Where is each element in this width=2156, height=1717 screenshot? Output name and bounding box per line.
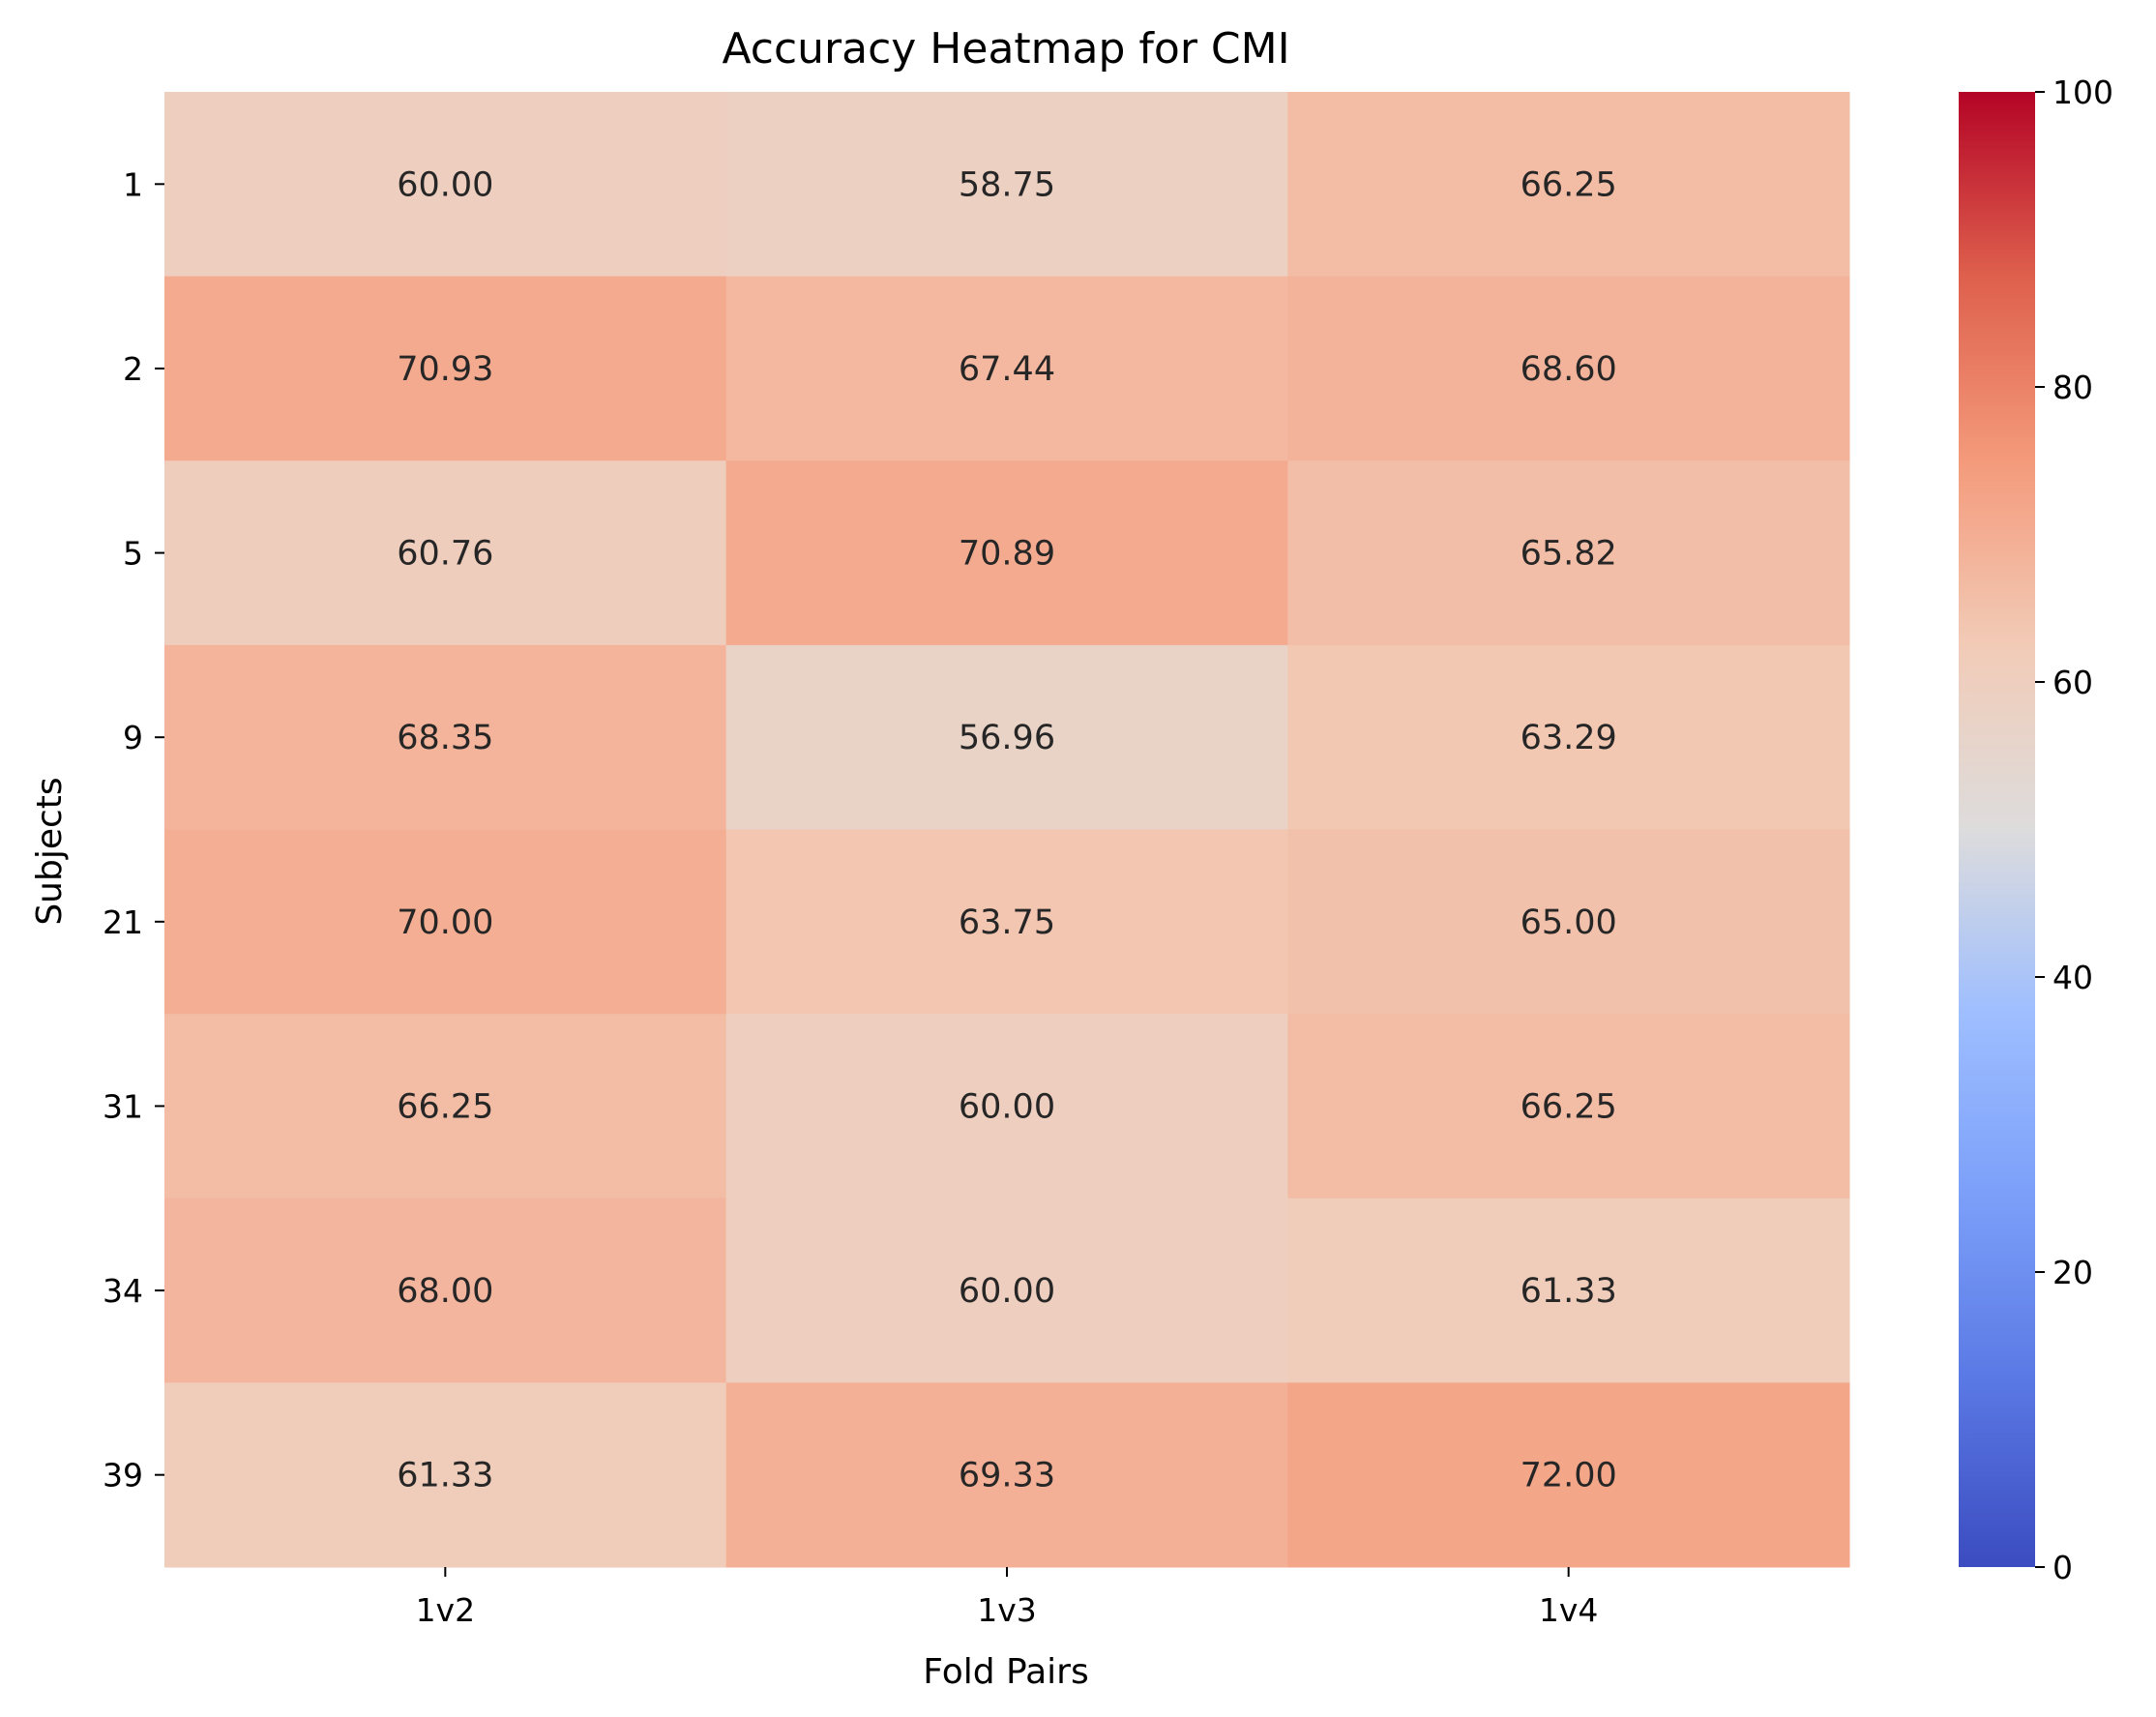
y-tick-label: 34	[103, 1272, 143, 1310]
cell-value-label: 70.00	[397, 903, 493, 942]
heatmap-cell-34-1v2	[164, 1198, 727, 1383]
heatmap-cell-5-1v4	[1287, 460, 1850, 646]
heatmap-cell-1-1v3	[725, 92, 1288, 278]
cell-value-label: 60.00	[959, 1087, 1055, 1126]
heatmap-cell-21-1v4	[1287, 829, 1850, 1015]
colorbar-gradient	[1959, 92, 2035, 1567]
cell-value-label: 66.25	[1521, 1087, 1617, 1126]
heatmap-cell-1-1v4	[1287, 92, 1850, 278]
heatmap-cell-2-1v3	[725, 276, 1288, 461]
x-axis: 1v2 1v3 1v4	[416, 1567, 1599, 1629]
heatmap-cell-1-1v2	[164, 92, 727, 278]
cell-value-label: 60.00	[959, 1272, 1055, 1311]
heatmap-cell-31-1v4	[1287, 1014, 1850, 1199]
cell-value-label: 66.25	[1521, 165, 1617, 204]
heatmap-cell-39-1v3	[725, 1382, 1288, 1568]
heatmap-cell-9-1v4	[1287, 644, 1850, 830]
cell-value-label: 68.60	[1521, 350, 1617, 389]
cell-value-label: 72.00	[1521, 1457, 1617, 1495]
heatmap-cells	[164, 92, 1850, 1568]
cell-value-label: 63.75	[959, 903, 1055, 942]
x-tick-label: 1v2	[416, 1591, 476, 1629]
colorbar-tick-label: 60	[2053, 664, 2093, 701]
y-tick-label: 5	[123, 535, 143, 573]
heatmap-cell-labels: 60.00 58.75 66.25 70.93 67.44 68.60 60.76 70.89…	[397, 165, 1617, 1495]
heatmap-cell-34-1v3	[725, 1198, 1288, 1383]
heatmap-cell-2-1v2	[164, 276, 727, 461]
x-tick-label: 1v4	[1539, 1591, 1599, 1629]
colorbar-tick-label: 0	[2053, 1549, 2073, 1586]
colorbar-ticks: 0 20 40 60 80 100	[2035, 74, 2113, 1586]
y-tick-label: 21	[103, 903, 143, 941]
cell-value-label: 58.75	[959, 165, 1055, 204]
heatmap-cell-31-1v2	[164, 1014, 727, 1199]
cell-value-label: 65.82	[1521, 535, 1617, 574]
cell-value-label: 60.76	[397, 535, 493, 574]
y-tick-label: 31	[103, 1087, 143, 1125]
colorbar-tick-label: 40	[2053, 959, 2093, 996]
colorbar: 0 20 40 60 80 100	[1959, 74, 2113, 1586]
cell-value-label: 69.33	[959, 1457, 1055, 1495]
y-tick-label: 39	[103, 1457, 143, 1495]
x-axis-label: Fold Pairs	[923, 1652, 1088, 1692]
heatmap-cell-39-1v4	[1287, 1382, 1850, 1568]
x-tick-label: 1v3	[977, 1591, 1037, 1629]
cell-value-label: 68.35	[397, 719, 493, 757]
cell-value-label: 61.33	[1521, 1272, 1617, 1311]
cell-value-label: 70.93	[397, 350, 493, 389]
colorbar-tick-label: 20	[2053, 1254, 2093, 1291]
heatmap-cell-2-1v4	[1287, 276, 1850, 461]
y-tick-label: 1	[123, 165, 143, 203]
heatmap-cell-21-1v2	[164, 829, 727, 1015]
cell-value-label: 70.89	[959, 535, 1055, 574]
heatmap-cell-5-1v2	[164, 460, 727, 646]
heatmap-cell-9-1v2	[164, 644, 727, 830]
heatmap-cell-34-1v4	[1287, 1198, 1850, 1383]
chart-title: Accuracy Heatmap for CMI	[722, 24, 1289, 74]
y-tick-label: 9	[123, 719, 143, 756]
heatmap-cell-31-1v3	[725, 1014, 1288, 1199]
y-axis-label: Subjects	[30, 777, 70, 925]
heatmap-cell-5-1v3	[725, 460, 1288, 646]
colorbar-tick-label: 100	[2053, 74, 2113, 111]
cell-value-label: 61.33	[397, 1457, 493, 1495]
y-axis: 1 2 5 9 21 31 34 39	[103, 165, 164, 1495]
y-tick-label: 2	[123, 350, 143, 388]
cell-value-label: 60.00	[397, 165, 493, 204]
cell-value-label: 66.25	[397, 1087, 493, 1126]
cell-value-label: 63.29	[1521, 719, 1617, 757]
heatmap-cell-39-1v2	[164, 1382, 727, 1568]
cell-value-label: 67.44	[959, 350, 1055, 389]
cell-value-label: 68.00	[397, 1272, 493, 1311]
heatmap-cell-21-1v3	[725, 829, 1288, 1015]
cell-value-label: 56.96	[959, 719, 1055, 757]
cell-value-label: 65.00	[1521, 903, 1617, 942]
heatmap-cell-9-1v3	[725, 644, 1288, 830]
colorbar-tick-label: 80	[2053, 369, 2093, 406]
